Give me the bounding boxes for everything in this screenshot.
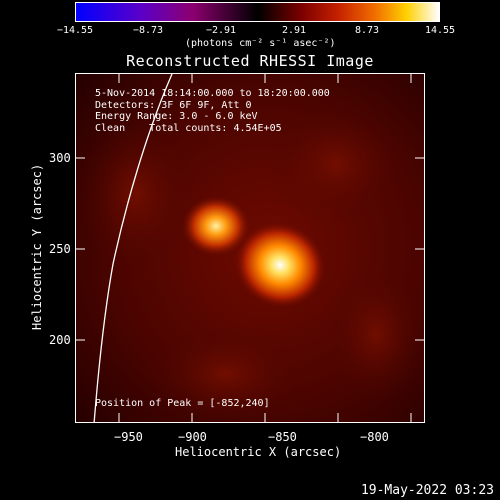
timestamp: 19-May-2022 03:23	[360, 483, 494, 498]
axis-ticks	[75, 73, 425, 423]
solar-image-plot	[75, 73, 425, 423]
peak-position: Position of Peak = [-852,240]	[95, 398, 270, 409]
y-tick-label: 250	[49, 242, 71, 256]
method-counts: Clean Total counts: 4.54E+05	[95, 122, 282, 134]
energy-range: Energy Range: 3.0 - 6.0 keV	[95, 111, 258, 122]
y-tick-label: 200	[49, 333, 71, 347]
observation-info: 5-Nov-2014 18:14:00.000 to 18:20:00.000 D…	[95, 88, 330, 134]
colorbar-tick-label: 8.73	[354, 25, 380, 36]
solar-limb-line	[93, 74, 173, 422]
y-tick-label: 300	[49, 151, 71, 165]
x-tick-label: −800	[360, 430, 389, 444]
x-axis-label: Heliocentric X (arcsec)	[175, 445, 342, 459]
image-title: Reconstructed RHESSI Image	[126, 52, 374, 70]
detectors-info: Detectors: 3F 6F 9F, Att 0	[95, 99, 252, 111]
colorbar-tick-label: 2.91	[281, 25, 307, 36]
emission-source	[234, 222, 326, 308]
x-tick-label: −850	[268, 430, 297, 444]
colorbar-tick-label: 14.55	[424, 25, 456, 36]
colorbar-units: (photons cm⁻² s⁻¹ asec⁻²)	[185, 38, 336, 49]
colorbar-tick-label: −14.55	[56, 25, 94, 36]
x-tick-label: −950	[114, 430, 143, 444]
x-tick-label: −900	[178, 430, 207, 444]
time-range: 5-Nov-2014 18:14:00.000 to 18:20:00.000	[95, 88, 330, 99]
colorbar-tick-label: −8.73	[132, 25, 164, 36]
y-axis-label: Heliocentric Y (arcsec)	[30, 163, 44, 330]
colorbar-tick-label: −2.91	[205, 25, 237, 36]
emission-source	[182, 196, 250, 256]
solar-image	[76, 74, 424, 422]
colorbar	[75, 2, 440, 22]
